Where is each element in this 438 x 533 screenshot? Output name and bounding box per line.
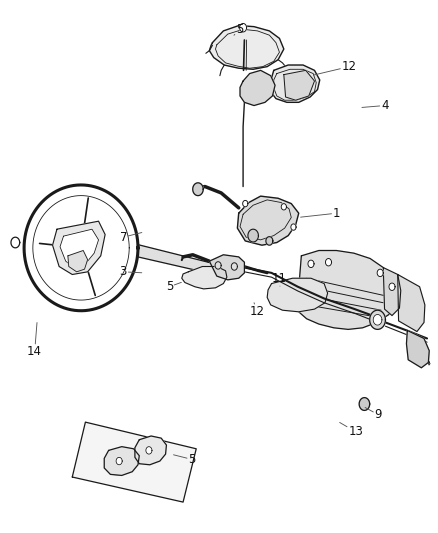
Polygon shape — [72, 422, 196, 502]
Text: 5: 5 — [173, 453, 196, 466]
Polygon shape — [135, 436, 166, 465]
Polygon shape — [24, 185, 138, 311]
Polygon shape — [377, 269, 383, 277]
Polygon shape — [146, 447, 152, 454]
Polygon shape — [231, 263, 237, 270]
Polygon shape — [389, 283, 395, 290]
Polygon shape — [104, 447, 139, 475]
Polygon shape — [291, 224, 296, 230]
Polygon shape — [359, 398, 370, 410]
Polygon shape — [284, 70, 314, 100]
Text: 5: 5 — [234, 23, 243, 36]
Text: 5: 5 — [166, 280, 181, 293]
Polygon shape — [406, 330, 429, 368]
Polygon shape — [281, 204, 286, 210]
Text: 14: 14 — [27, 322, 42, 358]
Polygon shape — [267, 278, 328, 312]
Polygon shape — [266, 237, 273, 245]
Text: 11: 11 — [272, 272, 286, 286]
Polygon shape — [182, 266, 227, 289]
Polygon shape — [248, 229, 258, 242]
Polygon shape — [308, 260, 314, 268]
Polygon shape — [271, 65, 320, 102]
Polygon shape — [68, 251, 88, 272]
Text: 12: 12 — [314, 60, 357, 75]
Polygon shape — [370, 310, 385, 329]
Polygon shape — [240, 70, 275, 106]
Text: 4: 4 — [362, 99, 389, 112]
Text: 12: 12 — [250, 303, 265, 318]
Polygon shape — [209, 255, 244, 280]
Polygon shape — [138, 245, 215, 274]
Polygon shape — [209, 26, 284, 69]
Polygon shape — [11, 237, 20, 248]
Polygon shape — [373, 314, 382, 325]
Polygon shape — [240, 23, 247, 32]
Polygon shape — [243, 200, 248, 207]
Polygon shape — [215, 262, 221, 269]
Polygon shape — [53, 221, 105, 274]
Text: 9: 9 — [365, 408, 382, 421]
Text: 13: 13 — [339, 423, 363, 438]
Text: 3: 3 — [120, 265, 142, 278]
Text: 1: 1 — [300, 207, 340, 220]
Polygon shape — [193, 183, 203, 196]
Text: 7: 7 — [120, 231, 142, 244]
Polygon shape — [325, 259, 332, 266]
Polygon shape — [398, 274, 425, 332]
Polygon shape — [116, 457, 122, 465]
Polygon shape — [383, 268, 401, 316]
Polygon shape — [60, 229, 99, 268]
Polygon shape — [298, 251, 396, 329]
Polygon shape — [237, 196, 299, 245]
